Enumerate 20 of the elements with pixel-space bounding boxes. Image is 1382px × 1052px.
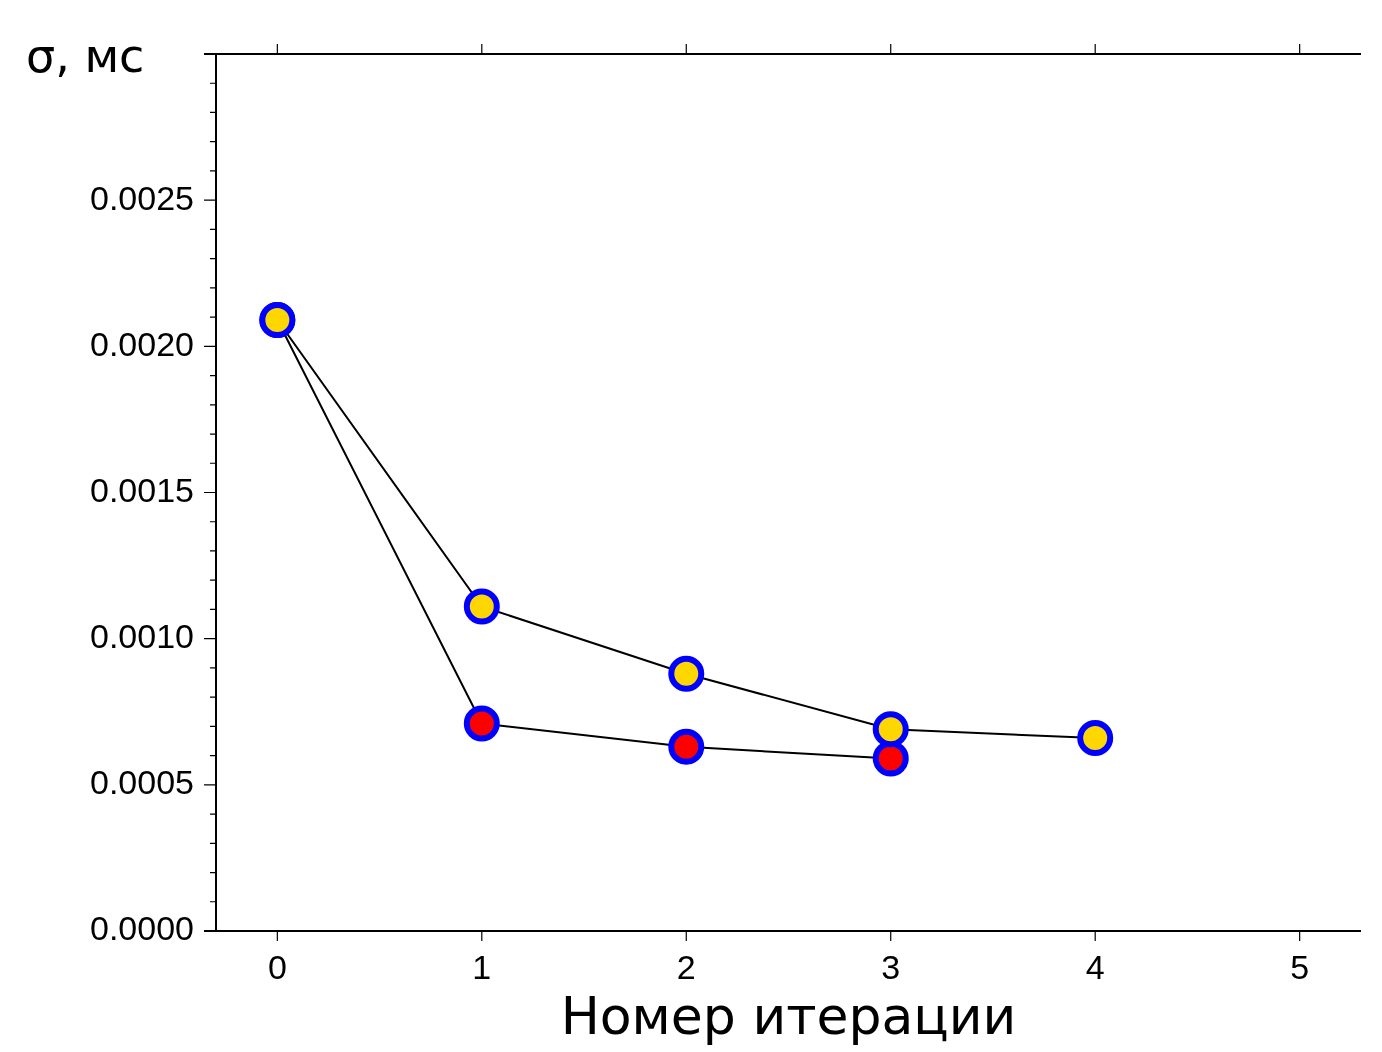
y-tick-label: 0.0020	[90, 324, 194, 363]
point	[872, 711, 909, 748]
x-tick-label: 5	[1290, 947, 1310, 986]
y-tick-label: 0.0005	[90, 763, 194, 802]
y-tick-label: 0.0025	[90, 178, 194, 217]
point	[668, 728, 705, 765]
x-tick-label: 2	[676, 947, 696, 986]
y-tick-label: 0.0010	[90, 617, 194, 656]
x-tick-label: 1	[472, 947, 492, 986]
point	[1077, 720, 1114, 757]
point	[463, 705, 500, 742]
x-tick-label: 4	[1085, 947, 1105, 986]
y-tick-label: 0.0000	[90, 909, 194, 948]
y-axis-title: σ, мс	[26, 29, 145, 83]
x-tick-label: 3	[881, 947, 901, 986]
y-tick-label: 0.0015	[90, 470, 194, 509]
point	[668, 655, 705, 692]
x-axis-title: Номер итерации	[560, 986, 1017, 1047]
x-tick-label: 0	[267, 947, 287, 986]
point	[463, 588, 500, 625]
